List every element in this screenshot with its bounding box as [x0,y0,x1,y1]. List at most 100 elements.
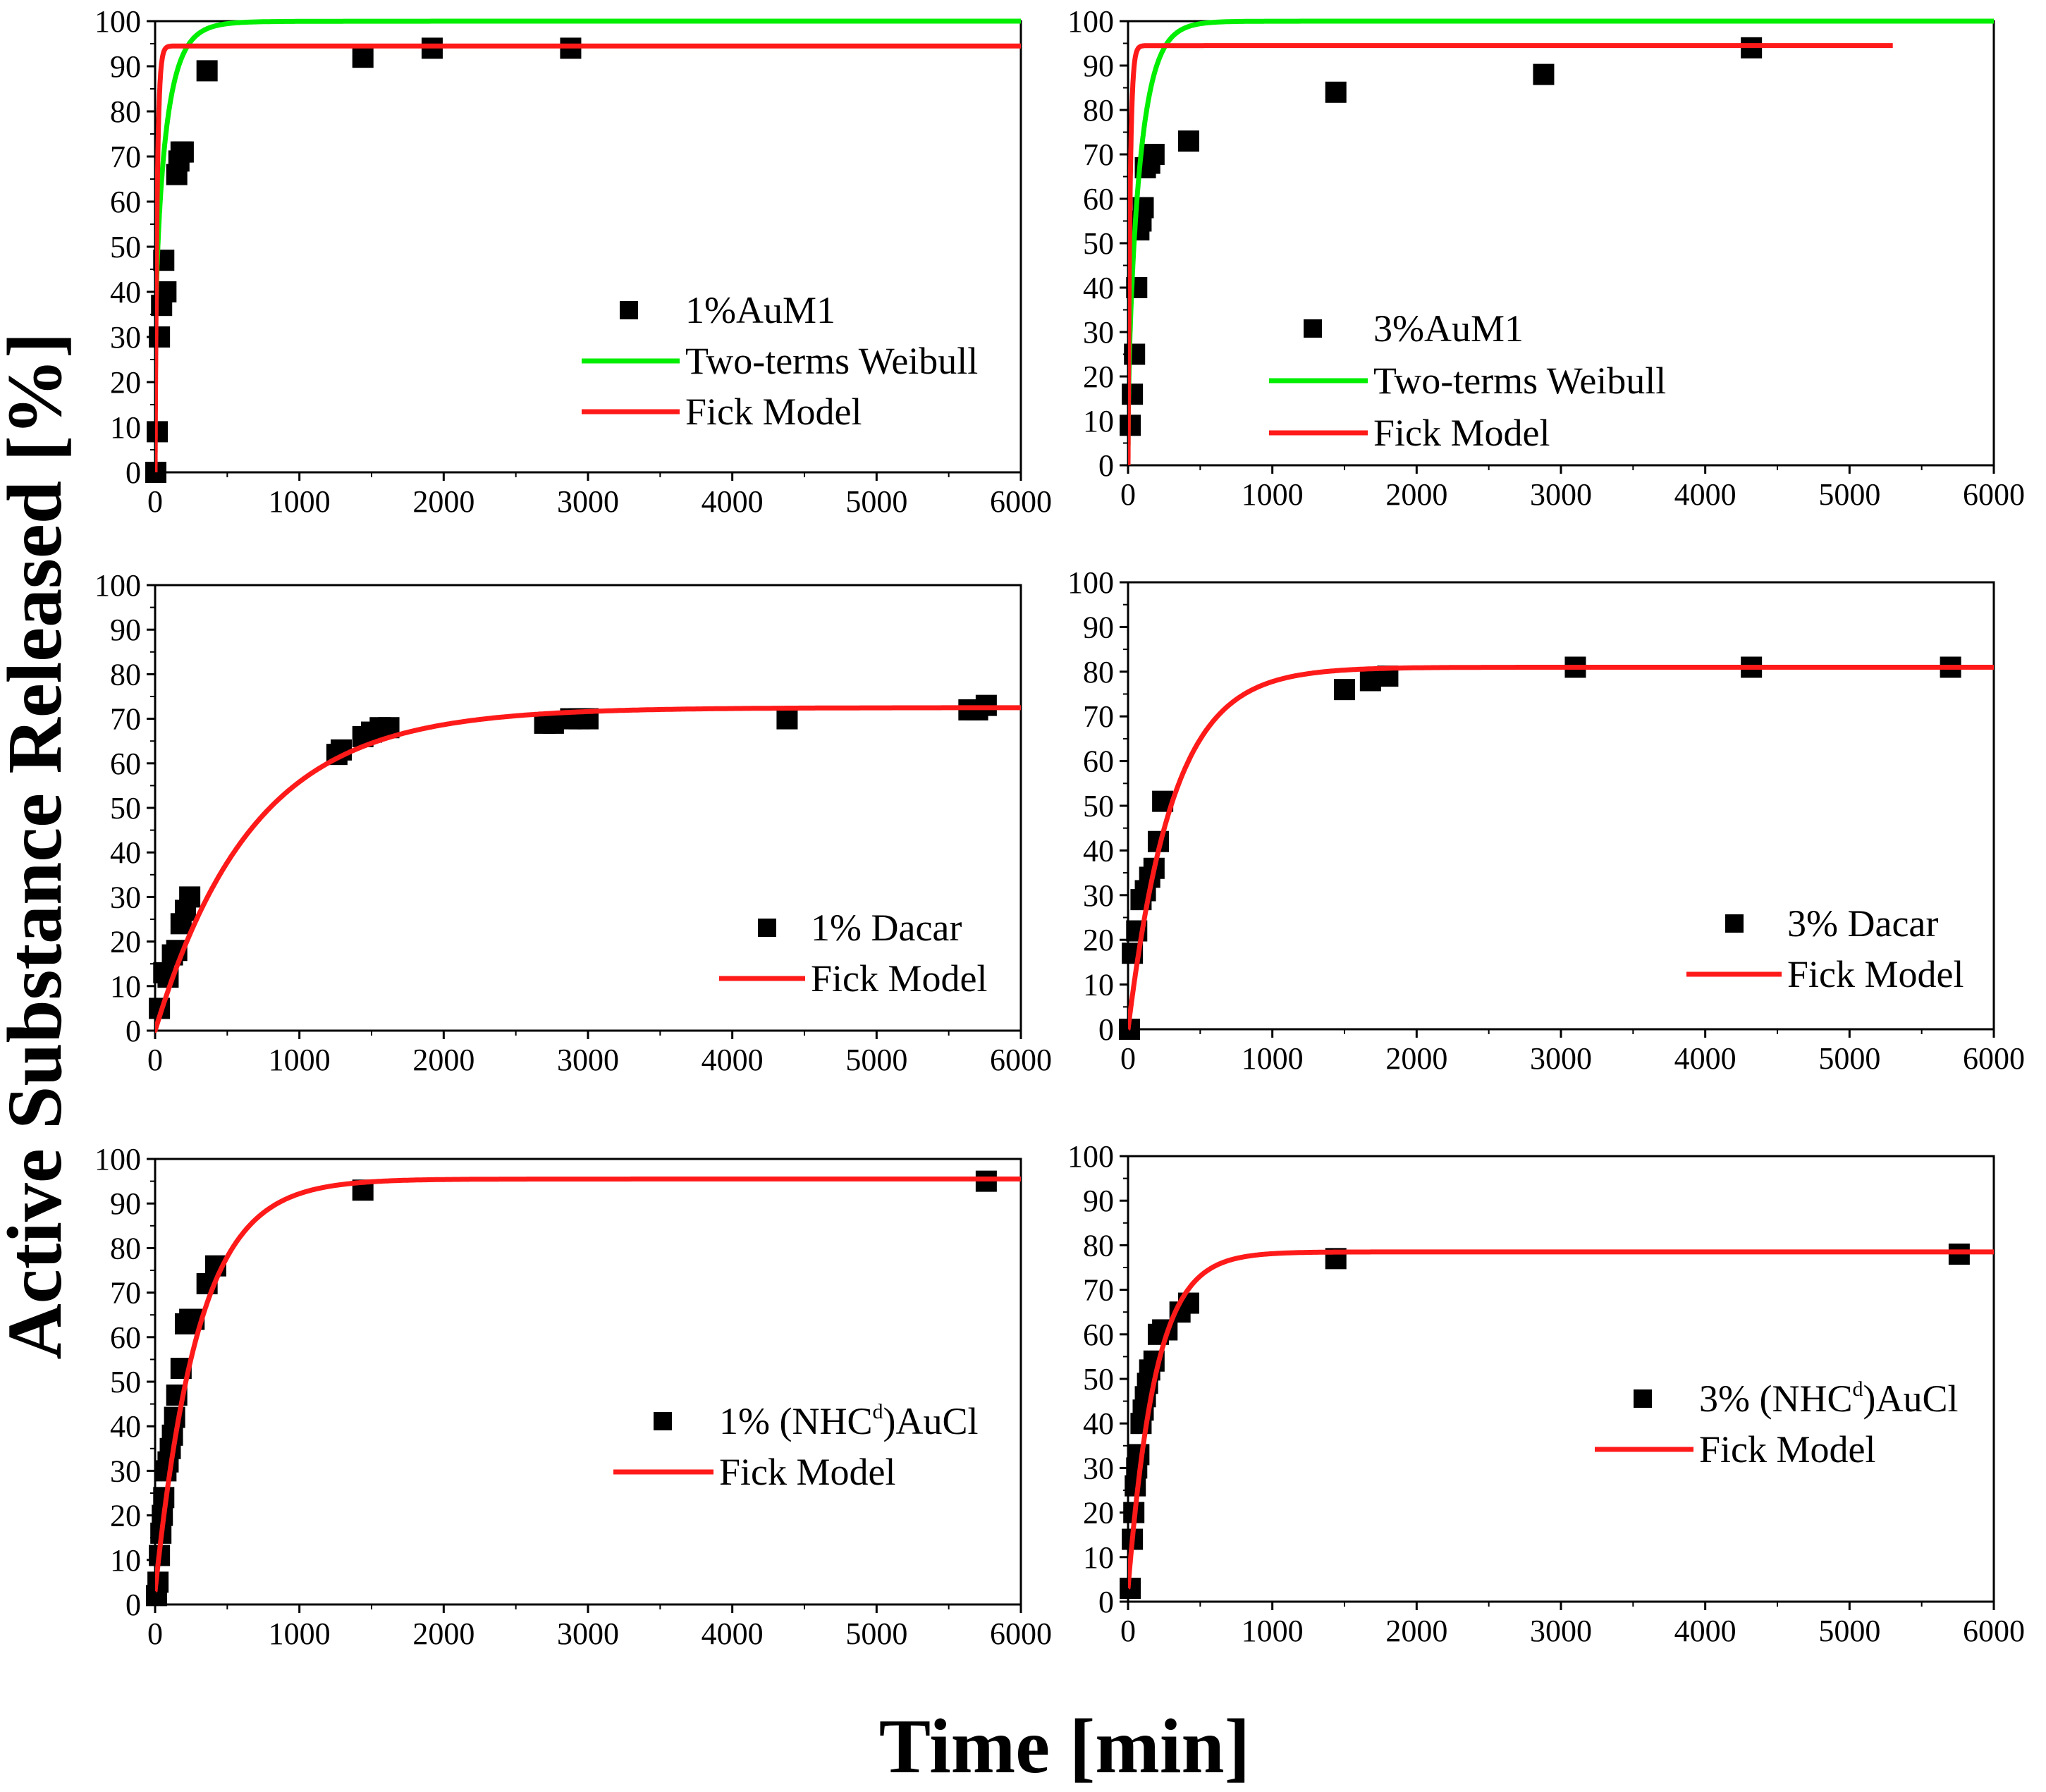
y-tick-label: 20 [1083,1496,1114,1530]
y-tick-label: 20 [1083,360,1114,394]
legend-marker [1634,1389,1652,1408]
x-tick-label: 1000 [269,1043,331,1077]
legend-marker [654,1412,672,1430]
y-tick-label: 60 [1083,1318,1114,1352]
legend-label: 3%AuM1 [1373,307,1524,350]
x-tick-label: 6000 [1963,477,2025,512]
y-tick-label: 0 [125,1014,141,1048]
x-tick-label: 3000 [557,1043,619,1077]
y-tick-label: 70 [110,702,141,737]
y-tick-label: 40 [110,835,141,870]
x-tick-label: 3000 [1530,1614,1592,1648]
y-tick-label: 20 [1083,923,1114,957]
y-tick-label: 60 [110,185,141,219]
y-tick-label: 100 [94,568,141,603]
series-1-dacar-point [179,886,201,908]
y-tick-label: 0 [1098,448,1114,483]
y-tick-label: 90 [110,1186,141,1221]
series-fick-model-curve [1128,665,1994,1032]
legend-superscript: d [1852,1377,1863,1401]
y-tick-label: 60 [110,747,141,781]
y-tick-label: 80 [110,94,141,129]
x-tick-label: 2000 [1385,1614,1447,1648]
y-tick-label: 10 [1083,404,1114,438]
y-tick-label: 100 [94,1142,141,1177]
x-tick-label: 4000 [1674,477,1736,512]
chart-panel-bottom-right: 0 1000 2000 3000 4000 5000 6000 0 10 20 30 40 50 60 70… [1067,1139,2025,1648]
y-tick-label: 70 [1083,137,1114,172]
y-tick-label: 20 [110,365,141,400]
x-tick-label: 0 [1120,477,1136,512]
x-tick-label: 1000 [1242,477,1304,512]
y-tick-label: 100 [1067,565,1114,600]
y-tick-label: 70 [110,140,141,174]
chart-panel-top-right: 0 1000 2000 3000 4000 5000 6000 0 10 20 30 40 50 60 70… [1067,4,2025,512]
x-tick-label: 1000 [269,484,331,519]
y-tick-label: 40 [110,275,141,309]
legend-label: 3% (NHCd)AuCl [1699,1377,1958,1420]
x-tick-label: 0 [1120,1041,1136,1076]
x-tick-label: 6000 [1963,1614,2025,1648]
legend-label-suffix: )AuCl [1863,1377,1958,1420]
y-tick-label: 0 [125,455,141,490]
legend-label: 1% (NHCd)AuCl [719,1400,978,1442]
y-axis-title: Active Substance Released [%] [0,332,78,1359]
x-tick-label: 1000 [1242,1614,1304,1648]
y-tick-label: 40 [1083,271,1114,305]
legend-label: Fick Model [1373,412,1550,454]
chart-panel-middle-left: 0 1000 2000 3000 4000 5000 6000 0 10 20 30 40 50 60 70… [94,568,1052,1077]
y-tick-label: 30 [110,320,141,355]
y-tick-label: 10 [110,1543,141,1578]
legend-label: Two-terms Weibull [685,340,978,382]
series-3-aum1-point [1325,81,1347,103]
y-tick-label: 60 [110,1320,141,1355]
y-tick-label: 10 [1083,968,1114,1002]
y-tick-label: 80 [1083,1228,1114,1263]
x-tick-label: 6000 [990,1043,1052,1077]
legend-label: Fick Model [685,391,862,433]
x-tick-label: 6000 [990,484,1052,519]
x-axis-title: Time [min] [879,1703,1251,1789]
y-tick-label: 90 [1083,610,1114,644]
x-tick-label: 5000 [845,1616,907,1651]
legend-label: Fick Model [811,957,988,1000]
y-tick-label: 0 [1098,1012,1114,1047]
y-tick-label: 10 [1083,1540,1114,1575]
y-tick-label: 90 [110,49,141,84]
y-tick-label: 30 [1083,1451,1114,1485]
x-tick-label: 6000 [990,1616,1052,1651]
y-tick-label: 100 [1067,4,1114,39]
x-tick-label: 2000 [1385,1041,1447,1076]
legend-label: 1% Dacar [811,907,962,949]
series-two-terms-weibull-curve [155,18,1021,472]
y-tick-label: 30 [110,880,141,914]
series-3-aum1-point [1533,63,1555,85]
y-tick-label: 10 [110,410,141,445]
x-tick-label: 5000 [1818,1614,1880,1648]
y-tick-label: 60 [1083,744,1114,779]
y-tick-label: 10 [110,969,141,1004]
series-fick-model-curve [1128,43,1894,468]
series-1-aum1-point [352,47,374,68]
series-1-aum1-point [196,60,218,82]
series-1-dacar-point [776,708,798,730]
legend-marker [758,919,776,937]
x-tick-label: 2000 [412,1616,474,1651]
series-1-aum1-point [149,326,171,348]
legend-label: Fick Model [1699,1428,1876,1471]
y-tick-label: 80 [110,657,141,692]
y-tick-label: 50 [110,230,141,264]
legend-label: 3% Dacar [1787,902,1938,945]
y-tick-label: 50 [110,1365,141,1399]
x-tick-label: 6000 [1963,1041,2025,1076]
y-tick-label: 100 [94,4,141,39]
x-tick-label: 5000 [1818,1041,1880,1076]
x-tick-label: 0 [147,484,163,519]
x-tick-label: 1000 [269,1616,331,1651]
y-tick-label: 50 [1083,1362,1114,1397]
y-tick-label: 40 [1083,833,1114,868]
y-tick-label: 90 [110,613,141,647]
panels-container: 0 1000 2000 3000 4000 5000 6000010203040506070… [94,4,2025,1651]
legend-marker [1304,319,1322,338]
